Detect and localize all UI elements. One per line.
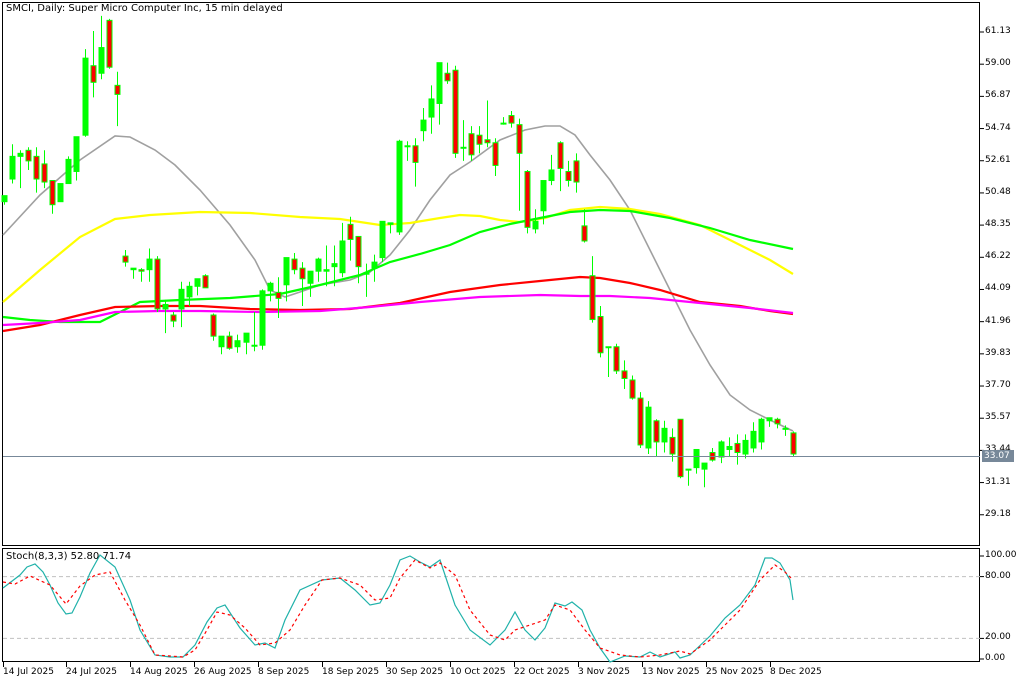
- time-axis-label: 3 Nov 2025: [578, 667, 630, 677]
- current-price-tag: 33.07: [982, 450, 1014, 462]
- time-axis-label: 25 Nov 2025: [706, 667, 764, 677]
- candlesticks: [1, 15, 797, 488]
- price-axis-label: 41.96: [985, 315, 1011, 326]
- time-axis-label: 30 Sep 2025: [386, 667, 444, 677]
- time-axis-label: 10 Oct 2025: [450, 667, 506, 677]
- time-axis-label: 26 Aug 2025: [194, 667, 252, 677]
- price-axis-label: 33.44: [985, 444, 1011, 454]
- price-axis-label: 44.09: [985, 283, 1011, 294]
- price-axis-label: 46.22: [985, 251, 1011, 262]
- price-axis-label: 56.87: [985, 90, 1011, 101]
- time-axis-label: 22 Oct 2025: [514, 667, 570, 677]
- time-axis-label: 24 Jul 2025: [66, 667, 117, 677]
- time-axis-label: 18 Sep 2025: [322, 667, 380, 677]
- price-axis-label: 52.61: [985, 154, 1011, 165]
- price-axis-label: 59.00: [985, 58, 1011, 69]
- price-axis-label: 50.48: [985, 186, 1011, 197]
- time-axis-ticks: [3, 662, 771, 667]
- price-axis-label: 35.57: [985, 412, 1011, 423]
- stoch-panel-frame: [2, 548, 980, 662]
- stochastic-lines: [2, 554, 794, 663]
- chart-title: SMCI, Daily: Super Micro Computer Inc, 1…: [6, 3, 283, 14]
- stoch-axis-label: 0.00: [985, 653, 1006, 663]
- price-axis-label: 31.31: [985, 476, 1011, 487]
- price-axis-label: 48.35: [985, 219, 1011, 230]
- stoch-level-lines: [3, 576, 980, 639]
- price-axis-label: 61.13: [985, 26, 1011, 36]
- time-axis-label: 8 Sep 2025: [258, 667, 310, 677]
- price-axis-label: 29.18: [985, 508, 1011, 519]
- moving-averages: [2, 125, 794, 432]
- price-axis-label: 54.74: [985, 122, 1011, 133]
- stoch-axis-label: 100.00: [985, 550, 1017, 560]
- price-axis-label: 37.70: [985, 380, 1011, 391]
- time-axis-label: 13 Nov 2025: [642, 667, 700, 677]
- time-axis-label: 8 Dec 2025: [770, 667, 822, 677]
- price-axis-ticks: [980, 31, 984, 660]
- time-axis-label: 14 Jul 2025: [3, 667, 54, 677]
- stoch-indicator-label: Stoch(8,3,3) 52.80 71.74: [6, 551, 132, 562]
- stoch-axis-label: 20.00: [985, 632, 1011, 643]
- time-axis-label: 14 Aug 2025: [130, 667, 188, 677]
- main-panel-frame: [2, 2, 980, 546]
- stoch-axis-label: 80.00: [985, 570, 1011, 581]
- price-axis-label: 39.83: [985, 347, 1011, 358]
